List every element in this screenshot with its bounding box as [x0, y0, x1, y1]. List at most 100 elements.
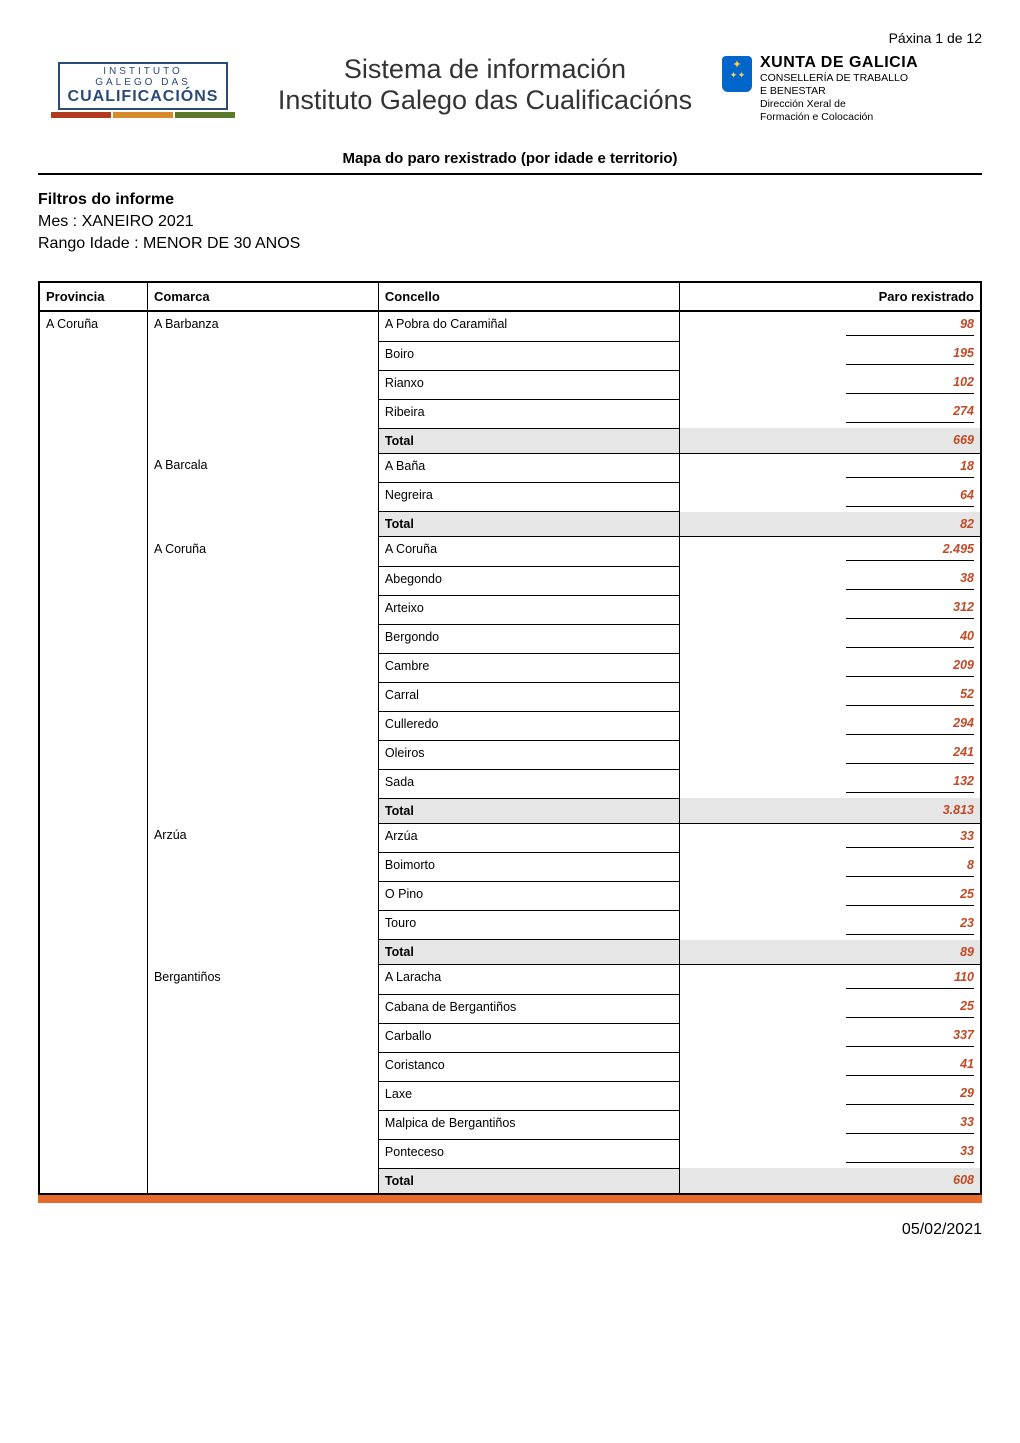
- cell-gap: [680, 566, 841, 595]
- table-row: BergantiñosA Laracha110: [39, 965, 981, 995]
- cell-comarca: [147, 483, 378, 512]
- cell-gap: [680, 853, 841, 882]
- cell-total-value: 82: [840, 512, 981, 537]
- logo-cualificacions: INSTITUTO GALEGO DAS CUALIFICACIÓNS: [38, 54, 248, 126]
- cell-total-value: 3.813: [840, 798, 981, 823]
- logo-line1: INSTITUTO: [68, 66, 219, 77]
- cell-comarca: [147, 370, 378, 399]
- cell-provincia: [39, 1023, 147, 1052]
- table-row: A CoruñaA BarbanzaA Pobra do Caramiñal98: [39, 311, 981, 341]
- cell-concello: Boimorto: [378, 853, 679, 882]
- cell-provincia: [39, 823, 147, 853]
- cell-gap: [680, 1110, 841, 1139]
- cell-concello: Cambre: [378, 653, 679, 682]
- cell-concello: Boiro: [378, 341, 679, 370]
- cell-concello: Ribeira: [378, 399, 679, 428]
- cell-comarca: [147, 1168, 378, 1194]
- table-row: Malpica de Bergantiños33: [39, 1110, 981, 1139]
- cell-gap: [680, 453, 841, 483]
- cell-value: 25: [840, 994, 981, 1023]
- cell-value: 33: [840, 1139, 981, 1168]
- cell-gap: [680, 911, 841, 940]
- cell-comarca: [147, 341, 378, 370]
- table-row: Carballo337: [39, 1023, 981, 1052]
- report-title: Sistema de información Instituto Galego …: [248, 54, 722, 116]
- footer-bar: [38, 1195, 982, 1203]
- cell-concello: Ponteceso: [378, 1139, 679, 1168]
- table-row: Laxe29: [39, 1081, 981, 1110]
- cell-value: 274: [840, 399, 981, 428]
- cell-provincia: [39, 537, 147, 567]
- cell-provincia: [39, 1081, 147, 1110]
- cell-gap: [680, 711, 841, 740]
- th-comarca: Comarca: [147, 282, 378, 311]
- cell-gap: [680, 512, 841, 537]
- cell-provincia: [39, 341, 147, 370]
- cell-provincia: [39, 1139, 147, 1168]
- cell-concello: Arteixo: [378, 595, 679, 624]
- cell-value: 33: [840, 1110, 981, 1139]
- cell-gap: [680, 624, 841, 653]
- cell-concello: A Coruña: [378, 537, 679, 567]
- cell-comarca: [147, 512, 378, 537]
- shield-icon: [722, 56, 752, 92]
- cell-comarca: [147, 1052, 378, 1081]
- cell-provincia: [39, 711, 147, 740]
- cell-concello: A Baña: [378, 453, 679, 483]
- cell-gap: [680, 370, 841, 399]
- filters-block: Filtros do informe Mes : XANEIRO 2021 Ra…: [38, 191, 982, 253]
- cell-gap: [680, 311, 841, 341]
- cell-comarca: [147, 399, 378, 428]
- cell-gap: [680, 965, 841, 995]
- xunta-text: XUNTA DE GALICIA CONSELLERÍA DE TRABALLO…: [760, 54, 918, 125]
- cell-comarca: [147, 566, 378, 595]
- cell-comarca: [147, 853, 378, 882]
- cell-value: 209: [840, 653, 981, 682]
- cell-comarca: [147, 682, 378, 711]
- table-row: O Pino25: [39, 882, 981, 911]
- xunta-line4: Dirección Xeral de: [760, 98, 918, 111]
- cell-value: 98: [840, 311, 981, 341]
- cell-concello: Coristanco: [378, 1052, 679, 1081]
- cell-comarca: [147, 1081, 378, 1110]
- table-header-row: Provincia Comarca Concello Paro rexistra…: [39, 282, 981, 311]
- table-row: Oleiros241: [39, 740, 981, 769]
- table-row: Carral52: [39, 682, 981, 711]
- cell-value: 8: [840, 853, 981, 882]
- table-row: Ponteceso 33: [39, 1139, 981, 1168]
- cell-provincia: [39, 682, 147, 711]
- cell-gap: [680, 483, 841, 512]
- cell-gap: [680, 769, 841, 798]
- cell-provincia: [39, 653, 147, 682]
- cell-comarca: [147, 1139, 378, 1168]
- cell-value: 25: [840, 882, 981, 911]
- table-row: Touro23: [39, 911, 981, 940]
- cell-provincia: A Coruña: [39, 311, 147, 341]
- data-table: Provincia Comarca Concello Paro rexistra…: [38, 281, 982, 1195]
- cell-gap: [680, 940, 841, 965]
- cell-value: 241: [840, 740, 981, 769]
- cell-total-label: Total: [378, 428, 679, 453]
- cell-concello: Touro: [378, 911, 679, 940]
- table-row: Bergondo40: [39, 624, 981, 653]
- cell-concello: A Pobra do Caramiñal: [378, 311, 679, 341]
- cell-gap: [680, 1052, 841, 1081]
- page: Páxina 1 de 12 INSTITUTO GALEGO DAS CUAL…: [0, 0, 1020, 1259]
- table-head: Provincia Comarca Concello Paro rexistra…: [39, 282, 981, 311]
- cell-comarca: [147, 911, 378, 940]
- cell-gap: [680, 1023, 841, 1052]
- logo-bars: [51, 112, 235, 118]
- cell-comarca: [147, 769, 378, 798]
- cell-total-label: Total: [378, 512, 679, 537]
- cell-provincia: [39, 940, 147, 965]
- cell-provincia: [39, 483, 147, 512]
- table-row: A BarcalaA Baña18: [39, 453, 981, 483]
- report-title-line2: Instituto Galego das Cualificacións: [248, 85, 722, 116]
- cell-concello: Arzúa: [378, 823, 679, 853]
- footer-date: 05/02/2021: [38, 1221, 982, 1239]
- cell-total-label: Total: [378, 1168, 679, 1194]
- filters-mes: Mes : XANEIRO 2021: [38, 213, 982, 231]
- cell-provincia: [39, 370, 147, 399]
- cell-comarca: A Coruña: [147, 537, 378, 567]
- cell-gap: [680, 428, 841, 453]
